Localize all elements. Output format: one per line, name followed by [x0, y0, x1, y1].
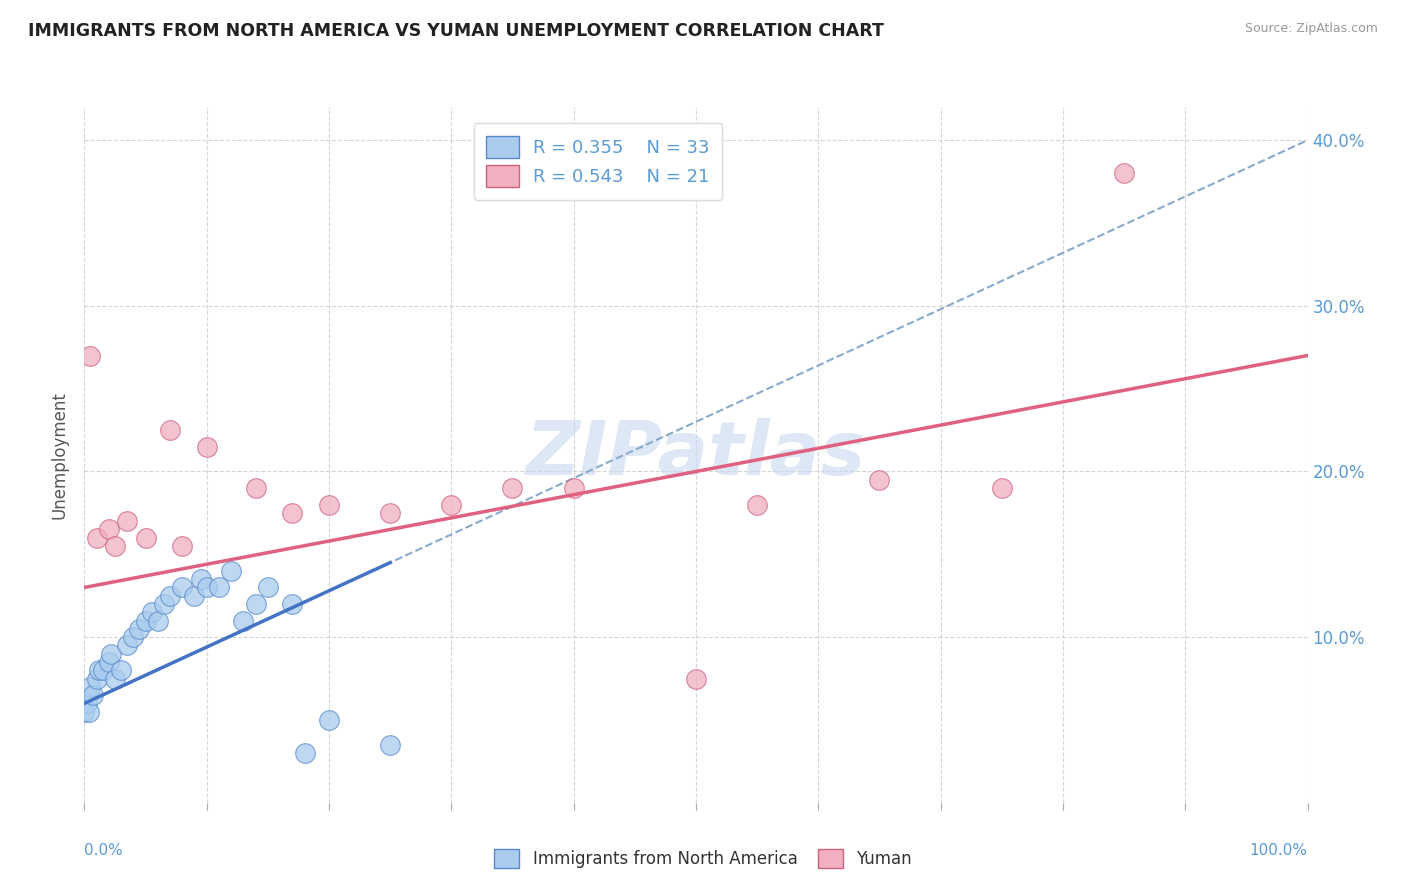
Point [562, 481, 585, 495]
Y-axis label: Unemployment: Unemployment [51, 391, 69, 519]
Point [159, 423, 181, 437]
Point [208, 581, 231, 595]
Point [380, 738, 402, 752]
Point [115, 639, 138, 653]
Point [86, 531, 108, 545]
Point [100, 647, 122, 661]
Point [159, 589, 181, 603]
Point [294, 746, 316, 760]
Point [91, 663, 114, 677]
Point [318, 713, 340, 727]
Point [172, 539, 194, 553]
Point [153, 597, 176, 611]
Point [146, 614, 169, 628]
Point [110, 663, 132, 677]
Point [82, 688, 104, 702]
Point [245, 481, 267, 495]
Point [685, 672, 707, 686]
Point [318, 498, 340, 512]
Point [122, 630, 145, 644]
Point [195, 581, 218, 595]
Point [79, 680, 101, 694]
Point [141, 605, 163, 619]
Point [219, 564, 242, 578]
Point [869, 473, 891, 487]
Text: IMMIGRANTS FROM NORTH AMERICA VS YUMAN UNEMPLOYMENT CORRELATION CHART: IMMIGRANTS FROM NORTH AMERICA VS YUMAN U… [28, 22, 884, 40]
Point [380, 506, 402, 520]
Point [257, 581, 280, 595]
Point [104, 672, 127, 686]
Point [245, 597, 267, 611]
Point [135, 614, 157, 628]
Point [172, 581, 194, 595]
Point [135, 531, 157, 545]
Point [76, 697, 98, 711]
Point [77, 705, 100, 719]
Point [97, 655, 120, 669]
Point [281, 506, 304, 520]
Point [79, 349, 101, 363]
Point [87, 663, 110, 677]
Text: 0.0%: 0.0% [84, 843, 124, 858]
Point [440, 498, 463, 512]
Point [73, 705, 96, 719]
Point [97, 523, 120, 537]
Point [195, 440, 218, 454]
Point [86, 672, 108, 686]
Point [128, 622, 150, 636]
Text: 100.0%: 100.0% [1250, 843, 1308, 858]
Point [115, 514, 138, 528]
Text: Source: ZipAtlas.com: Source: ZipAtlas.com [1244, 22, 1378, 36]
Point [281, 597, 304, 611]
Legend: Immigrants from North America, Yuman: Immigrants from North America, Yuman [488, 842, 918, 875]
Point [991, 481, 1014, 495]
Legend: R = 0.355    N = 33, R = 0.543    N = 21: R = 0.355 N = 33, R = 0.543 N = 21 [474, 123, 723, 200]
Point [747, 498, 769, 512]
Text: ZIPatlas: ZIPatlas [526, 418, 866, 491]
Point [502, 481, 524, 495]
Point [104, 539, 127, 553]
Point [1114, 166, 1136, 180]
Point [232, 614, 254, 628]
Point [190, 572, 212, 586]
Point [183, 589, 205, 603]
